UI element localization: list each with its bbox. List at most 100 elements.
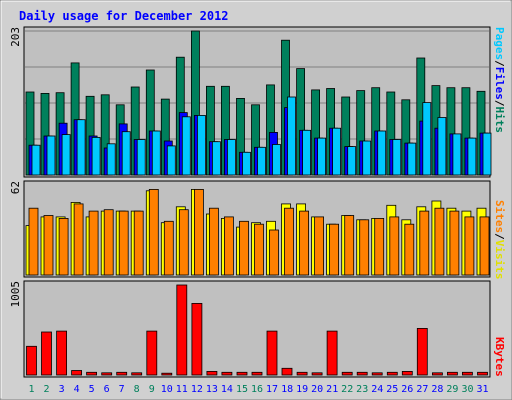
day-label-31: 31: [476, 384, 488, 395]
sites-bar-day-3: [58, 217, 69, 276]
kbytes-bar-day-29: [446, 371, 458, 376]
day-label-15: 15: [236, 384, 248, 395]
kbytes-bar-day-30: [461, 371, 473, 376]
ymax-label-visits: 62: [9, 181, 22, 194]
sites-bar-day-31: [479, 216, 490, 276]
sites-bar-day-12: [193, 188, 204, 276]
kbytes-bar-day-15: [236, 371, 248, 376]
day-label-21: 21: [326, 384, 338, 395]
kbytes-bar-day-8: [131, 372, 143, 376]
legend-sep-3: /: [493, 233, 506, 240]
pages-bar-day-4: [76, 119, 86, 176]
pages-bar-day-25: [392, 139, 402, 176]
pages-bar-day-13: [211, 141, 221, 176]
sites-bar-day-9: [148, 188, 159, 276]
sites-bar-day-26: [404, 223, 415, 276]
pages-bar-day-8: [136, 139, 146, 176]
x-axis-day-labels: 1 2 3 4 5 6 7 8 9 10 11 12 13 14 15 16 17 18 19 20 21 22 23 24 2…: [28, 384, 488, 395]
pages-bar-day-23: [362, 140, 372, 176]
pages-bar-day-24: [377, 130, 387, 176]
kbytes-bar-day-16: [251, 371, 263, 376]
sites-bar-day-10: [163, 220, 174, 276]
day-label-20: 20: [311, 384, 323, 395]
kbytes-bar-day-20: [311, 372, 323, 376]
day-label-19: 19: [296, 384, 308, 395]
kbytes-bar-day-18: [281, 367, 293, 376]
sites-bar-day-19: [299, 210, 310, 276]
sites-bar-day-21: [329, 223, 340, 276]
ymax-label-kbytes: 1005: [9, 281, 22, 308]
sites-bar-day-2: [43, 215, 54, 276]
day-label-8: 8: [134, 384, 140, 395]
day-label-29: 29: [446, 384, 458, 395]
sites-bar-day-8: [133, 210, 144, 276]
day-label-10: 10: [161, 384, 173, 395]
pages-bar-day-2: [46, 135, 56, 176]
sites-bar-day-27: [419, 210, 430, 276]
ymax-label-hits: 203: [9, 27, 22, 47]
kbytes-bar-day-27: [416, 327, 428, 376]
day-label-28: 28: [431, 384, 443, 395]
day-label-24: 24: [371, 384, 383, 395]
sites-bar-day-30: [464, 216, 475, 276]
kbytes-bar-day-9: [146, 330, 158, 376]
sites-bar-day-14: [223, 216, 234, 276]
day-label-3: 3: [59, 384, 65, 395]
legend-sep-1: /: [493, 60, 506, 67]
pages-bar-day-1: [31, 144, 41, 176]
pages-bar-day-29: [452, 133, 462, 176]
sites-bar-day-5: [88, 210, 99, 276]
pages-bar-day-10: [166, 145, 176, 176]
sites-bar-day-11: [178, 209, 189, 276]
pages-bar-day-5: [91, 136, 101, 176]
side-label-sites-visits: Sites/Visits: [493, 200, 506, 280]
day-label-18: 18: [281, 384, 293, 395]
legend-files: Files: [493, 67, 506, 100]
day-label-5: 5: [89, 384, 95, 395]
sites-bar-day-20: [314, 216, 325, 276]
side-label-hits-files-pages: Pages/Files/Hits: [493, 27, 506, 133]
kbytes-bar-day-21: [326, 330, 338, 376]
chart-title: Daily usage for December 2012: [19, 9, 229, 23]
pages-bar-day-20: [317, 137, 327, 176]
kbytes-bar-day-25: [386, 371, 398, 376]
kbytes-bar-day-11: [176, 284, 188, 376]
day-label-23: 23: [356, 384, 368, 395]
day-label-27: 27: [416, 384, 428, 395]
sites-bar-day-4: [73, 203, 84, 276]
sites-bar-day-1: [28, 207, 39, 276]
sites-bar-day-16: [254, 223, 264, 276]
kbytes-bar-day-22: [341, 371, 353, 376]
kbytes-bar-day-6: [101, 372, 113, 376]
day-label-2: 2: [43, 384, 49, 395]
pages-bar-day-18: [287, 96, 296, 176]
legend-kbytes: KBytes: [493, 337, 506, 377]
sites-bar-day-24: [374, 217, 385, 276]
pages-bar-day-7: [121, 131, 131, 176]
sites-bar-day-28: [434, 207, 445, 276]
pages-bar-day-16: [257, 146, 266, 176]
visits-sites-panel: 62: [9, 180, 491, 278]
legend-visits: Visits: [493, 240, 506, 280]
pages-bar-day-22: [347, 146, 357, 176]
kbytes-panel: 1005: [9, 280, 491, 378]
pages-bar-day-19: [302, 129, 312, 176]
day-label-1: 1: [28, 384, 34, 395]
kbytes-bar-day-3: [56, 330, 67, 376]
pages-bar-day-17: [272, 144, 281, 176]
sites-bar-day-25: [389, 216, 400, 276]
day-label-7: 7: [119, 384, 125, 395]
pages-bar-day-6: [106, 143, 116, 176]
day-label-13: 13: [206, 384, 218, 395]
side-label-kbytes: KBytes: [493, 337, 506, 377]
pages-bar-day-15: [242, 151, 251, 176]
day-label-4: 4: [74, 384, 80, 395]
day-label-30: 30: [461, 384, 473, 395]
legend-pages: Pages: [493, 27, 506, 60]
pages-bar-day-31: [482, 132, 492, 176]
kbytes-bar-day-2: [41, 331, 52, 376]
kbytes-bar-day-5: [86, 371, 97, 376]
kbytes-bar-day-13: [206, 370, 218, 376]
kbytes-bar-day-1: [26, 345, 37, 376]
